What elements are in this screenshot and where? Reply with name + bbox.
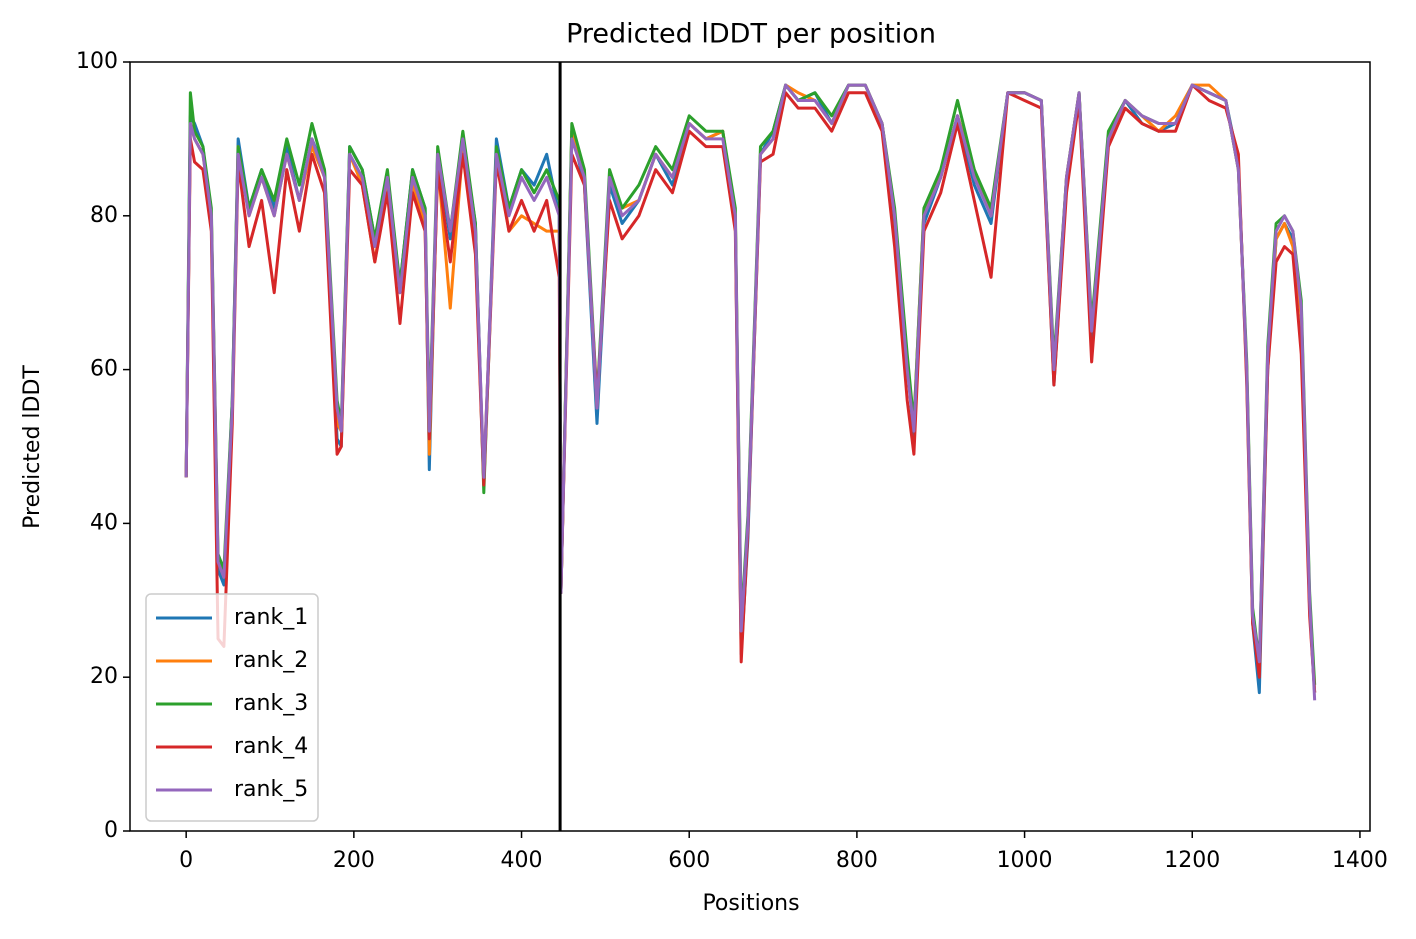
legend-label: rank_2: [234, 648, 308, 673]
y-tick-label: 60: [90, 357, 118, 382]
x-axis-label: Positions: [702, 891, 799, 916]
series-line: [184, 83, 1317, 693]
y-tick-label: 40: [90, 510, 118, 535]
series-line: [184, 83, 1317, 701]
x-tick-label: 800: [836, 848, 878, 873]
y-tick-label: 0: [104, 818, 118, 843]
legend-label: rank_5: [234, 777, 308, 802]
x-tick-label: 1200: [1164, 848, 1220, 873]
legend-label: rank_4: [234, 734, 308, 759]
x-tick-label: 600: [668, 848, 710, 873]
x-tick-label: 400: [501, 848, 543, 873]
x-tick-label: 200: [333, 848, 375, 873]
y-axis-label: Predicted lDDT: [20, 365, 45, 529]
legend-box: [145, 593, 319, 822]
y-tick-label: 80: [90, 203, 118, 228]
y-tick-label: 20: [90, 664, 118, 689]
chart-title: Predicted lDDT per position: [566, 19, 936, 50]
plot-frame: [129, 61, 1371, 832]
legend-label: rank_1: [234, 605, 308, 630]
x-tick-label: 1400: [1332, 848, 1388, 873]
y-tick-label: 100: [76, 49, 118, 74]
x-tick-label: 0: [179, 848, 193, 873]
legend-label: rank_3: [234, 691, 308, 716]
x-tick-label: 1000: [997, 848, 1053, 873]
